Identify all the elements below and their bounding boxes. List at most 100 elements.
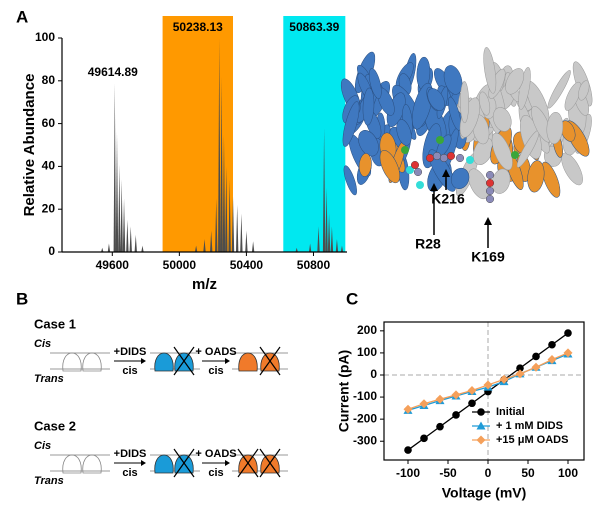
x-tick-label: 50000	[163, 258, 197, 272]
marker	[468, 399, 476, 408]
side-note: cis	[122, 365, 137, 377]
side-label: Trans	[34, 475, 64, 487]
marker	[451, 390, 461, 400]
peak	[225, 166, 228, 252]
channel	[82, 352, 102, 372]
case-title: Case 2	[34, 418, 76, 433]
helix	[358, 153, 372, 177]
panel-label: A	[16, 7, 28, 26]
helix	[561, 152, 583, 186]
helix	[547, 69, 571, 109]
helix	[478, 91, 491, 116]
helix	[396, 119, 412, 146]
y-axis-label: Relative Abundance	[21, 74, 38, 217]
helix	[541, 161, 561, 198]
helix	[427, 88, 445, 111]
y-tick-label: 0	[370, 367, 377, 381]
residue-sphere	[486, 194, 495, 203]
marker	[436, 422, 444, 431]
helix	[379, 150, 401, 184]
x-axis-label: Voltage (mV)	[442, 485, 527, 501]
y-tick-label: 0	[48, 244, 55, 258]
marker	[467, 385, 477, 395]
peak	[107, 243, 111, 252]
side-note: cis	[122, 467, 137, 479]
peak	[126, 219, 129, 252]
peak	[222, 134, 226, 252]
peak	[231, 196, 235, 252]
arrow-head	[141, 358, 146, 364]
marker	[532, 352, 540, 361]
residue-sphere	[411, 160, 420, 169]
plot-frame	[383, 321, 585, 461]
protein-structure: K216 R28 K169	[340, 47, 593, 265]
arrow-head	[225, 460, 230, 466]
channel	[238, 352, 258, 372]
x-tick-label: 100	[558, 466, 578, 480]
legend-marker	[476, 435, 486, 445]
helix	[428, 149, 456, 192]
y-tick-label: -100	[353, 389, 377, 403]
peak	[235, 204, 239, 252]
residue	[406, 166, 414, 174]
residue-label: R28	[415, 236, 441, 252]
marker	[483, 380, 493, 390]
helix	[369, 68, 382, 99]
peak	[325, 187, 328, 252]
peak	[120, 179, 123, 252]
legend-label: +15 μM OADS	[496, 434, 568, 446]
peak	[115, 132, 119, 252]
peak	[322, 127, 326, 252]
residue-label: K216	[431, 191, 465, 207]
residue	[436, 136, 444, 144]
x-tick-label: 50400	[230, 258, 264, 272]
panel-label: C	[346, 289, 358, 308]
y-tick-label: 60	[42, 116, 56, 130]
block-x	[237, 448, 259, 478]
residue	[511, 151, 519, 159]
helix	[505, 68, 525, 95]
x-tick-label: 50800	[297, 258, 331, 272]
peak	[129, 226, 132, 252]
residue	[401, 146, 409, 154]
helix	[564, 81, 582, 111]
residue-sphere	[433, 151, 442, 160]
legend-marker	[476, 421, 486, 430]
marker	[435, 394, 445, 404]
peak	[228, 179, 231, 252]
side-label: Cis	[34, 338, 51, 350]
helix	[342, 101, 360, 147]
y-tick-label: 100	[35, 30, 55, 44]
highlight-box	[283, 16, 346, 252]
side-label: Cis	[34, 440, 51, 452]
reagent-label: +DIDS	[114, 448, 147, 460]
peak	[317, 226, 320, 252]
reagent-label: + OADS	[195, 448, 236, 460]
marker	[516, 364, 524, 372]
y-axis-label: Current (pA)	[336, 350, 352, 432]
peak	[308, 243, 312, 252]
helix	[578, 80, 590, 101]
arrow-head	[484, 217, 492, 225]
peak	[113, 82, 116, 252]
x-tick-label: -100	[396, 466, 420, 480]
peak	[141, 245, 144, 252]
peak-label: 50863.39	[289, 20, 339, 34]
helix	[343, 165, 357, 196]
helix	[546, 111, 564, 145]
reagent-label: + OADS	[195, 346, 236, 358]
residue-sphere	[486, 186, 495, 195]
panel-label: B	[16, 289, 28, 308]
residue	[416, 181, 424, 189]
block-x	[259, 346, 281, 376]
residue-sphere	[447, 151, 456, 160]
peak	[335, 239, 339, 252]
peak	[215, 198, 218, 252]
x-tick-label: -50	[439, 466, 457, 480]
legend-label: Initial	[496, 406, 525, 418]
helix	[491, 168, 511, 194]
peak	[340, 245, 344, 252]
block-x	[173, 346, 195, 376]
helix	[527, 160, 545, 193]
